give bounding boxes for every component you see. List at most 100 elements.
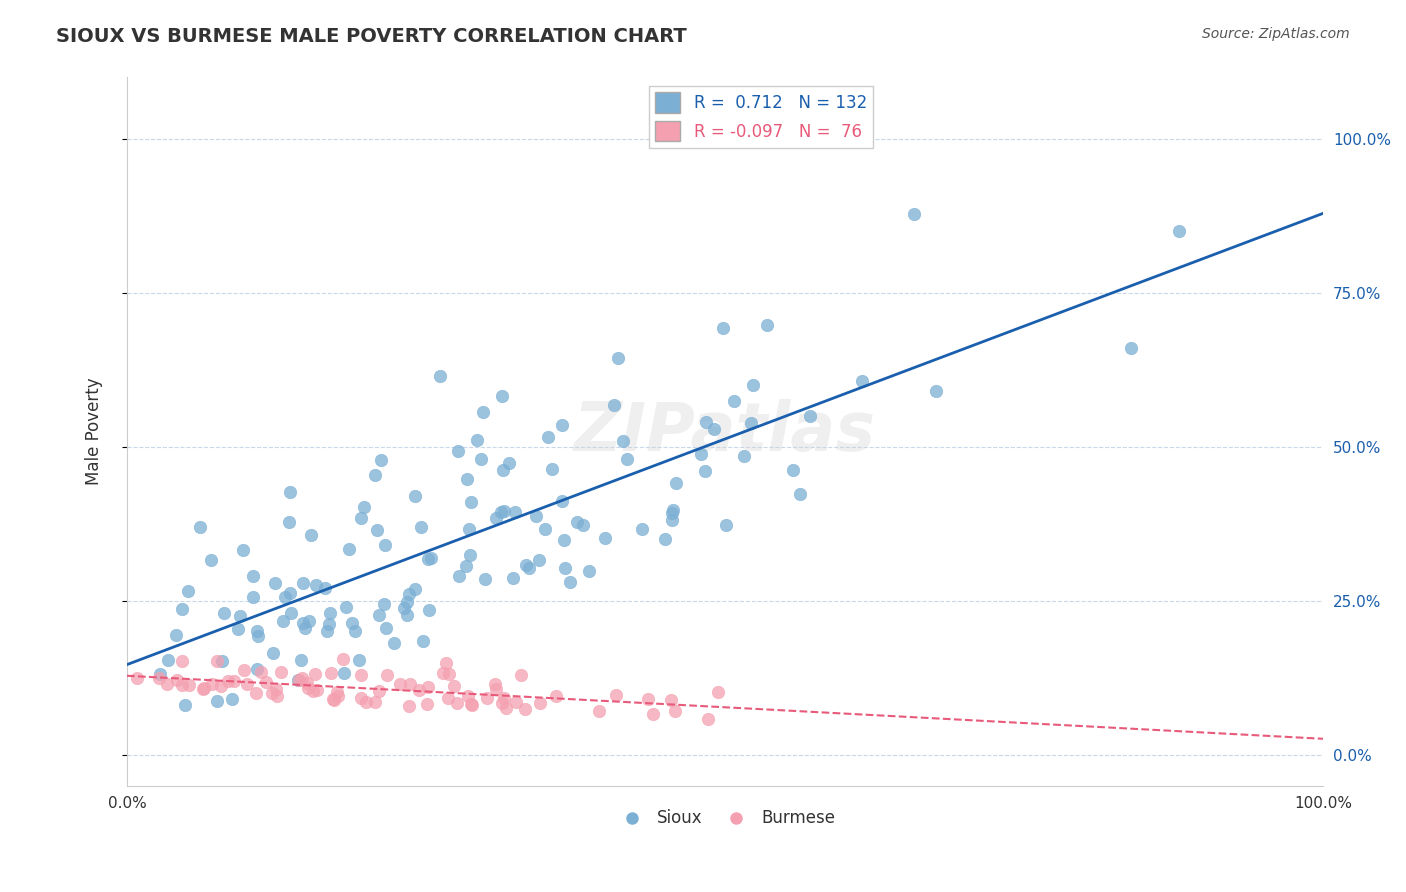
Point (364, 467, 387, 482)
Point (903, 207, 925, 221)
Point (211, 679, 233, 693)
Point (249, 665, 271, 679)
Point (332, 652, 354, 666)
Point (505, 695, 527, 709)
Point (706, 685, 728, 699)
Point (607, 351, 630, 366)
Point (460, 697, 482, 711)
Point (242, 590, 264, 604)
Point (370, 452, 392, 467)
Point (470, 452, 492, 467)
Point (661, 506, 683, 520)
Point (553, 533, 575, 547)
Point (637, 692, 659, 706)
Point (127, 671, 149, 685)
Point (245, 686, 267, 700)
Point (756, 318, 779, 332)
Point (262, 647, 284, 661)
Point (374, 538, 396, 552)
Point (291, 672, 314, 686)
Point (419, 551, 441, 566)
Point (170, 654, 193, 668)
Point (664, 704, 686, 718)
Point (456, 472, 478, 486)
Point (375, 667, 398, 681)
Point (537, 430, 560, 444)
Point (616, 451, 638, 466)
Point (388, 677, 411, 691)
Point (665, 475, 688, 490)
Point (316, 624, 339, 639)
Point (156, 677, 179, 691)
Point (578, 564, 600, 578)
Point (567, 515, 589, 529)
Point (742, 377, 765, 392)
Point (191, 682, 214, 697)
Point (318, 617, 340, 632)
Point (498, 456, 520, 470)
Point (551, 418, 574, 433)
Point (350, 511, 373, 525)
Point (263, 576, 285, 591)
Point (661, 503, 683, 517)
Point (314, 581, 336, 595)
Point (484, 677, 506, 691)
Point (298, 614, 321, 628)
Point (277, 515, 299, 529)
Point (304, 666, 326, 681)
Point (254, 675, 277, 690)
Point (654, 532, 676, 546)
Point (588, 704, 610, 718)
Point (491, 462, 513, 476)
Point (217, 674, 239, 689)
Point (290, 653, 312, 667)
Point (723, 393, 745, 408)
Point (404, 582, 426, 596)
Point (350, 690, 373, 705)
Point (149, 667, 172, 681)
Point (333, 666, 356, 681)
Point (305, 578, 328, 592)
Point (489, 505, 512, 519)
Point (280, 606, 302, 620)
Point (392, 601, 415, 615)
Point (711, 321, 734, 335)
Point (328, 689, 350, 703)
Point (212, 606, 235, 620)
Point (517, 560, 540, 574)
Point (266, 689, 288, 703)
Point (280, 485, 302, 500)
Point (247, 629, 270, 643)
Point (472, 405, 495, 419)
Point (697, 712, 720, 726)
Point (513, 702, 536, 716)
Point (271, 614, 294, 628)
Point (495, 700, 517, 714)
Point (447, 443, 470, 458)
Point (782, 463, 804, 477)
Point (605, 689, 627, 703)
Legend: Sioux, Burmese: Sioux, Burmese (609, 803, 842, 834)
Point (398, 699, 420, 714)
Point (211, 654, 233, 668)
Point (322, 691, 344, 706)
Point (409, 520, 432, 534)
Point (294, 621, 316, 635)
Point (404, 490, 426, 504)
Point (491, 389, 513, 403)
Point (412, 634, 434, 648)
Point (177, 584, 200, 599)
Point (418, 680, 440, 694)
Point (465, 433, 488, 447)
Point (458, 522, 481, 536)
Point (789, 487, 811, 501)
Point (266, 682, 288, 697)
Point (740, 417, 762, 431)
Point (595, 531, 617, 545)
Point (541, 462, 564, 476)
Point (492, 504, 515, 518)
Point (485, 682, 508, 697)
Point (544, 689, 567, 703)
Point (460, 495, 482, 509)
Point (205, 694, 228, 708)
